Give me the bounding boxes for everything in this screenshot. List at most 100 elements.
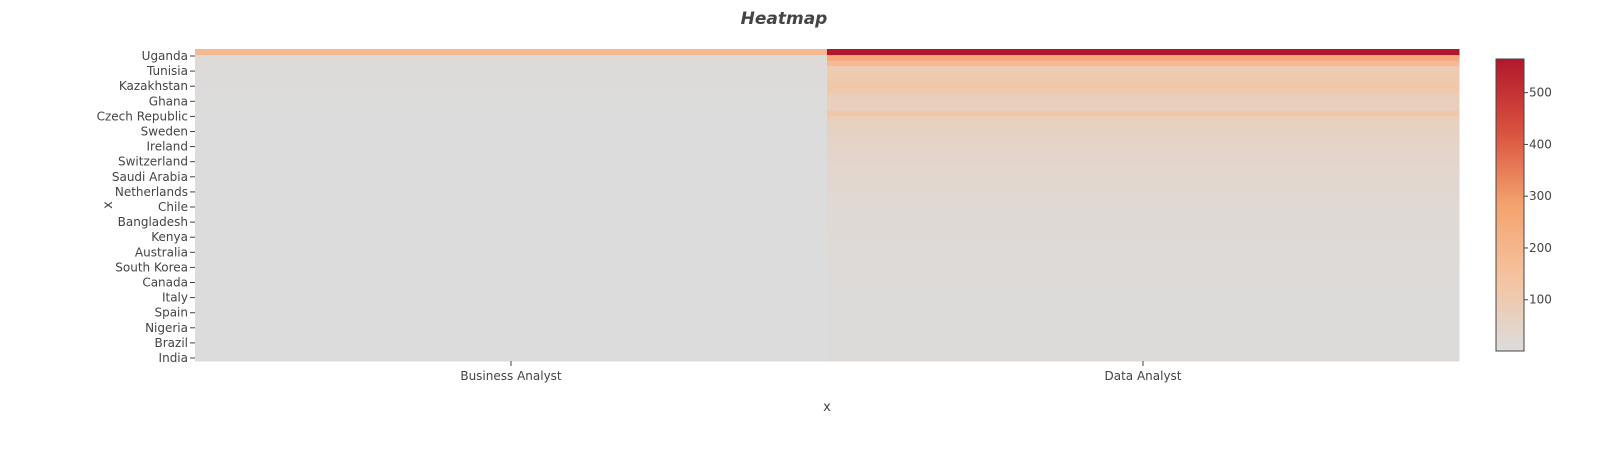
- heatmap-cell: [827, 249, 1460, 256]
- y-tick-label: Saudi Arabia: [112, 170, 188, 184]
- heatmap-cell: [827, 232, 1460, 239]
- y-tick-label: Switzerland: [118, 155, 188, 169]
- heatmap-cell: [195, 149, 828, 156]
- heatmap-cell: [195, 193, 828, 200]
- heatmap-cell: [195, 333, 828, 340]
- heatmap-cell: [195, 232, 828, 239]
- heatmap-cell: [195, 188, 828, 195]
- heatmap-cell: [827, 65, 1460, 72]
- y-tick-label: Spain: [154, 306, 188, 320]
- heatmap-cell: [195, 65, 828, 72]
- heatmap-cell: [827, 216, 1460, 223]
- heatmap-cell: [195, 327, 828, 334]
- heatmap-cell: [827, 205, 1460, 212]
- y-tick-label: Bangladesh: [118, 215, 188, 229]
- colorbar-tick-label: 500: [1529, 86, 1552, 100]
- heatmap-cell: [195, 322, 828, 329]
- heatmap-cell: [827, 121, 1460, 128]
- heatmap-cell: [195, 143, 828, 150]
- heatmap-cell: [195, 71, 828, 78]
- heatmap-cell: [195, 310, 828, 317]
- heatmap-cell: [827, 355, 1460, 362]
- heatmap-cell: [195, 171, 828, 178]
- heatmap-cell: [827, 138, 1460, 145]
- heatmap-cell: [827, 76, 1460, 83]
- heatmap-cell: [827, 93, 1460, 100]
- heatmap-cell: [195, 104, 828, 111]
- heatmap-cell: [195, 344, 828, 351]
- colorbar: 100 200 300 400 500: [1495, 58, 1552, 352]
- heatmap-cell: [827, 333, 1460, 340]
- heatmap-cell: [827, 327, 1460, 334]
- heatmap-cell: [827, 299, 1460, 306]
- heatmap-cell: [195, 76, 828, 83]
- heatmap-cell: [827, 266, 1460, 273]
- y-tick-label: Canada: [142, 276, 188, 290]
- heatmap-cell: [195, 294, 828, 301]
- y-axis-title: x: [101, 201, 116, 209]
- chart-title: Heatmap: [741, 9, 828, 29]
- heatmap-cell: [827, 244, 1460, 251]
- heatmap-cell: [827, 104, 1460, 111]
- y-tick-label: Italy: [162, 291, 188, 305]
- y-tick-label: India: [159, 351, 188, 365]
- heatmap-cell: [195, 127, 828, 134]
- heatmap-cell: [195, 271, 828, 278]
- heatmap-cell: [195, 338, 828, 345]
- y-tick-label: Nigeria: [145, 321, 188, 335]
- heatmap-cell: [195, 299, 828, 306]
- heatmap-cell: [195, 283, 828, 290]
- heatmap-cell: [195, 160, 828, 167]
- heatmap-cell: [195, 260, 828, 267]
- colorbar-tick-label: 200: [1529, 241, 1552, 255]
- heatmap-cell: [827, 149, 1460, 156]
- heatmap-cell: [195, 182, 828, 189]
- colorbar-tick-label: 300: [1529, 189, 1552, 203]
- heatmap-cell: [195, 266, 828, 273]
- heatmap-cell: [195, 132, 828, 139]
- heatmap-cell: [195, 49, 828, 56]
- heatmap-cell: [195, 227, 828, 234]
- heatmap-cell: [827, 283, 1460, 290]
- heatmap-cell: [195, 305, 828, 312]
- heatmap-cell: [195, 216, 828, 223]
- heatmap-cell: [195, 166, 828, 173]
- heatmap-cell: [827, 310, 1460, 317]
- heatmap-cell: [827, 277, 1460, 284]
- heatmap-cell: [827, 82, 1460, 89]
- heatmap-cell: [195, 349, 828, 356]
- y-tick-label: Ireland: [146, 140, 188, 154]
- heatmap-cell: [827, 349, 1460, 356]
- y-tick-label: Tunisia: [146, 64, 188, 78]
- heatmap-cell: [195, 244, 828, 251]
- heatmap-cell: [195, 115, 828, 122]
- y-tick-label: Australia: [135, 245, 188, 259]
- heatmap-cell: [195, 277, 828, 284]
- heatmap-cell: [195, 205, 828, 212]
- heatmap-cell: [195, 316, 828, 323]
- heatmap-cell: [195, 154, 828, 161]
- y-tick-label: Netherlands: [115, 185, 188, 199]
- x-tick-label: Business Analyst: [460, 369, 562, 383]
- y-tick-label: Sweden: [141, 125, 188, 139]
- heatmap-cell: [195, 177, 828, 184]
- heatmap-cell: [195, 210, 828, 217]
- heatmap-cell: [827, 227, 1460, 234]
- heatmap-cell: [827, 49, 1460, 56]
- heatmap-cell: [827, 127, 1460, 134]
- heatmap-cell: [827, 255, 1460, 262]
- heatmap-cell: [195, 255, 828, 262]
- heatmap-cell: [827, 271, 1460, 278]
- heatmap-cell: [827, 110, 1460, 117]
- heatmap-cell: [827, 338, 1460, 345]
- heatmap-cell: [827, 88, 1460, 95]
- heatmap-cell: [827, 221, 1460, 228]
- heatmap-cell: [827, 288, 1460, 295]
- heatmap-cell: [827, 54, 1460, 61]
- heatmap-cell: [195, 249, 828, 256]
- heatmap-cell: [827, 171, 1460, 178]
- heatmap-cell: [827, 294, 1460, 301]
- heatmap-cell: [827, 166, 1460, 173]
- heatmap-cell: [195, 54, 828, 61]
